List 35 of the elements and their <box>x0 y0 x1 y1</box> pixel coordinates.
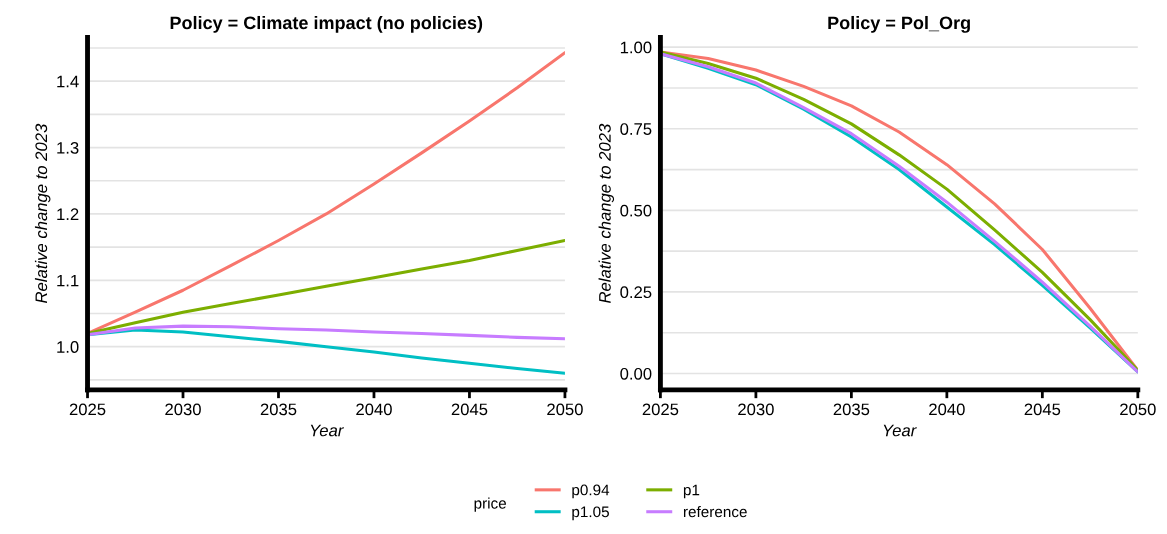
y-tick-label: 1.0 <box>57 341 79 353</box>
x-axis-title: Year <box>883 424 917 437</box>
x-tick-label: 2025 <box>642 403 679 416</box>
x-axis-title: Year <box>310 424 344 437</box>
x-tick-label: 2040 <box>929 403 965 416</box>
x-tick-label: 2035 <box>833 403 870 416</box>
y-tick-label: 0.00 <box>620 367 652 380</box>
line-series <box>87 238 565 335</box>
x-tick-label: 2045 <box>1024 403 1061 416</box>
line-series <box>87 324 565 341</box>
y-tick-label: 0.25 <box>620 286 652 299</box>
x-tick-label: 2045 <box>451 403 488 416</box>
y-tick-label: 1.2 <box>57 208 79 220</box>
legend-label: reference <box>683 506 747 518</box>
chart-title: Policy = Climate impact (no policies) <box>170 15 483 33</box>
x-tick-label: 2035 <box>260 403 297 416</box>
y-axis-title: Relative change to 2023 <box>34 123 51 303</box>
y-tick-label: 1.00 <box>620 41 652 54</box>
y-tick-label: 0.50 <box>620 204 652 217</box>
x-tick-label: 2030 <box>738 403 774 416</box>
x-tick-label: 2040 <box>356 403 392 416</box>
x-tick-label: 2030 <box>165 403 201 416</box>
y-axis-title: Relative change to 2023 <box>598 123 615 303</box>
y-tick-label: 1.1 <box>57 274 79 287</box>
legend-label: p0.94 <box>572 484 610 499</box>
y-tick-label: 0.75 <box>620 123 652 135</box>
x-tick-label: 2050 <box>1120 403 1156 416</box>
x-tick-label: 2050 <box>547 403 583 416</box>
chart-title: Policy = Pol_Org <box>828 15 970 33</box>
y-tick-label: 1.3 <box>57 141 79 154</box>
x-tick-label: 2025 <box>69 403 106 416</box>
legend-label: p1 <box>683 484 700 499</box>
y-tick-label: 1.4 <box>57 75 79 88</box>
legend-label: p1.05 <box>572 506 609 521</box>
legend-title: price <box>474 497 507 512</box>
